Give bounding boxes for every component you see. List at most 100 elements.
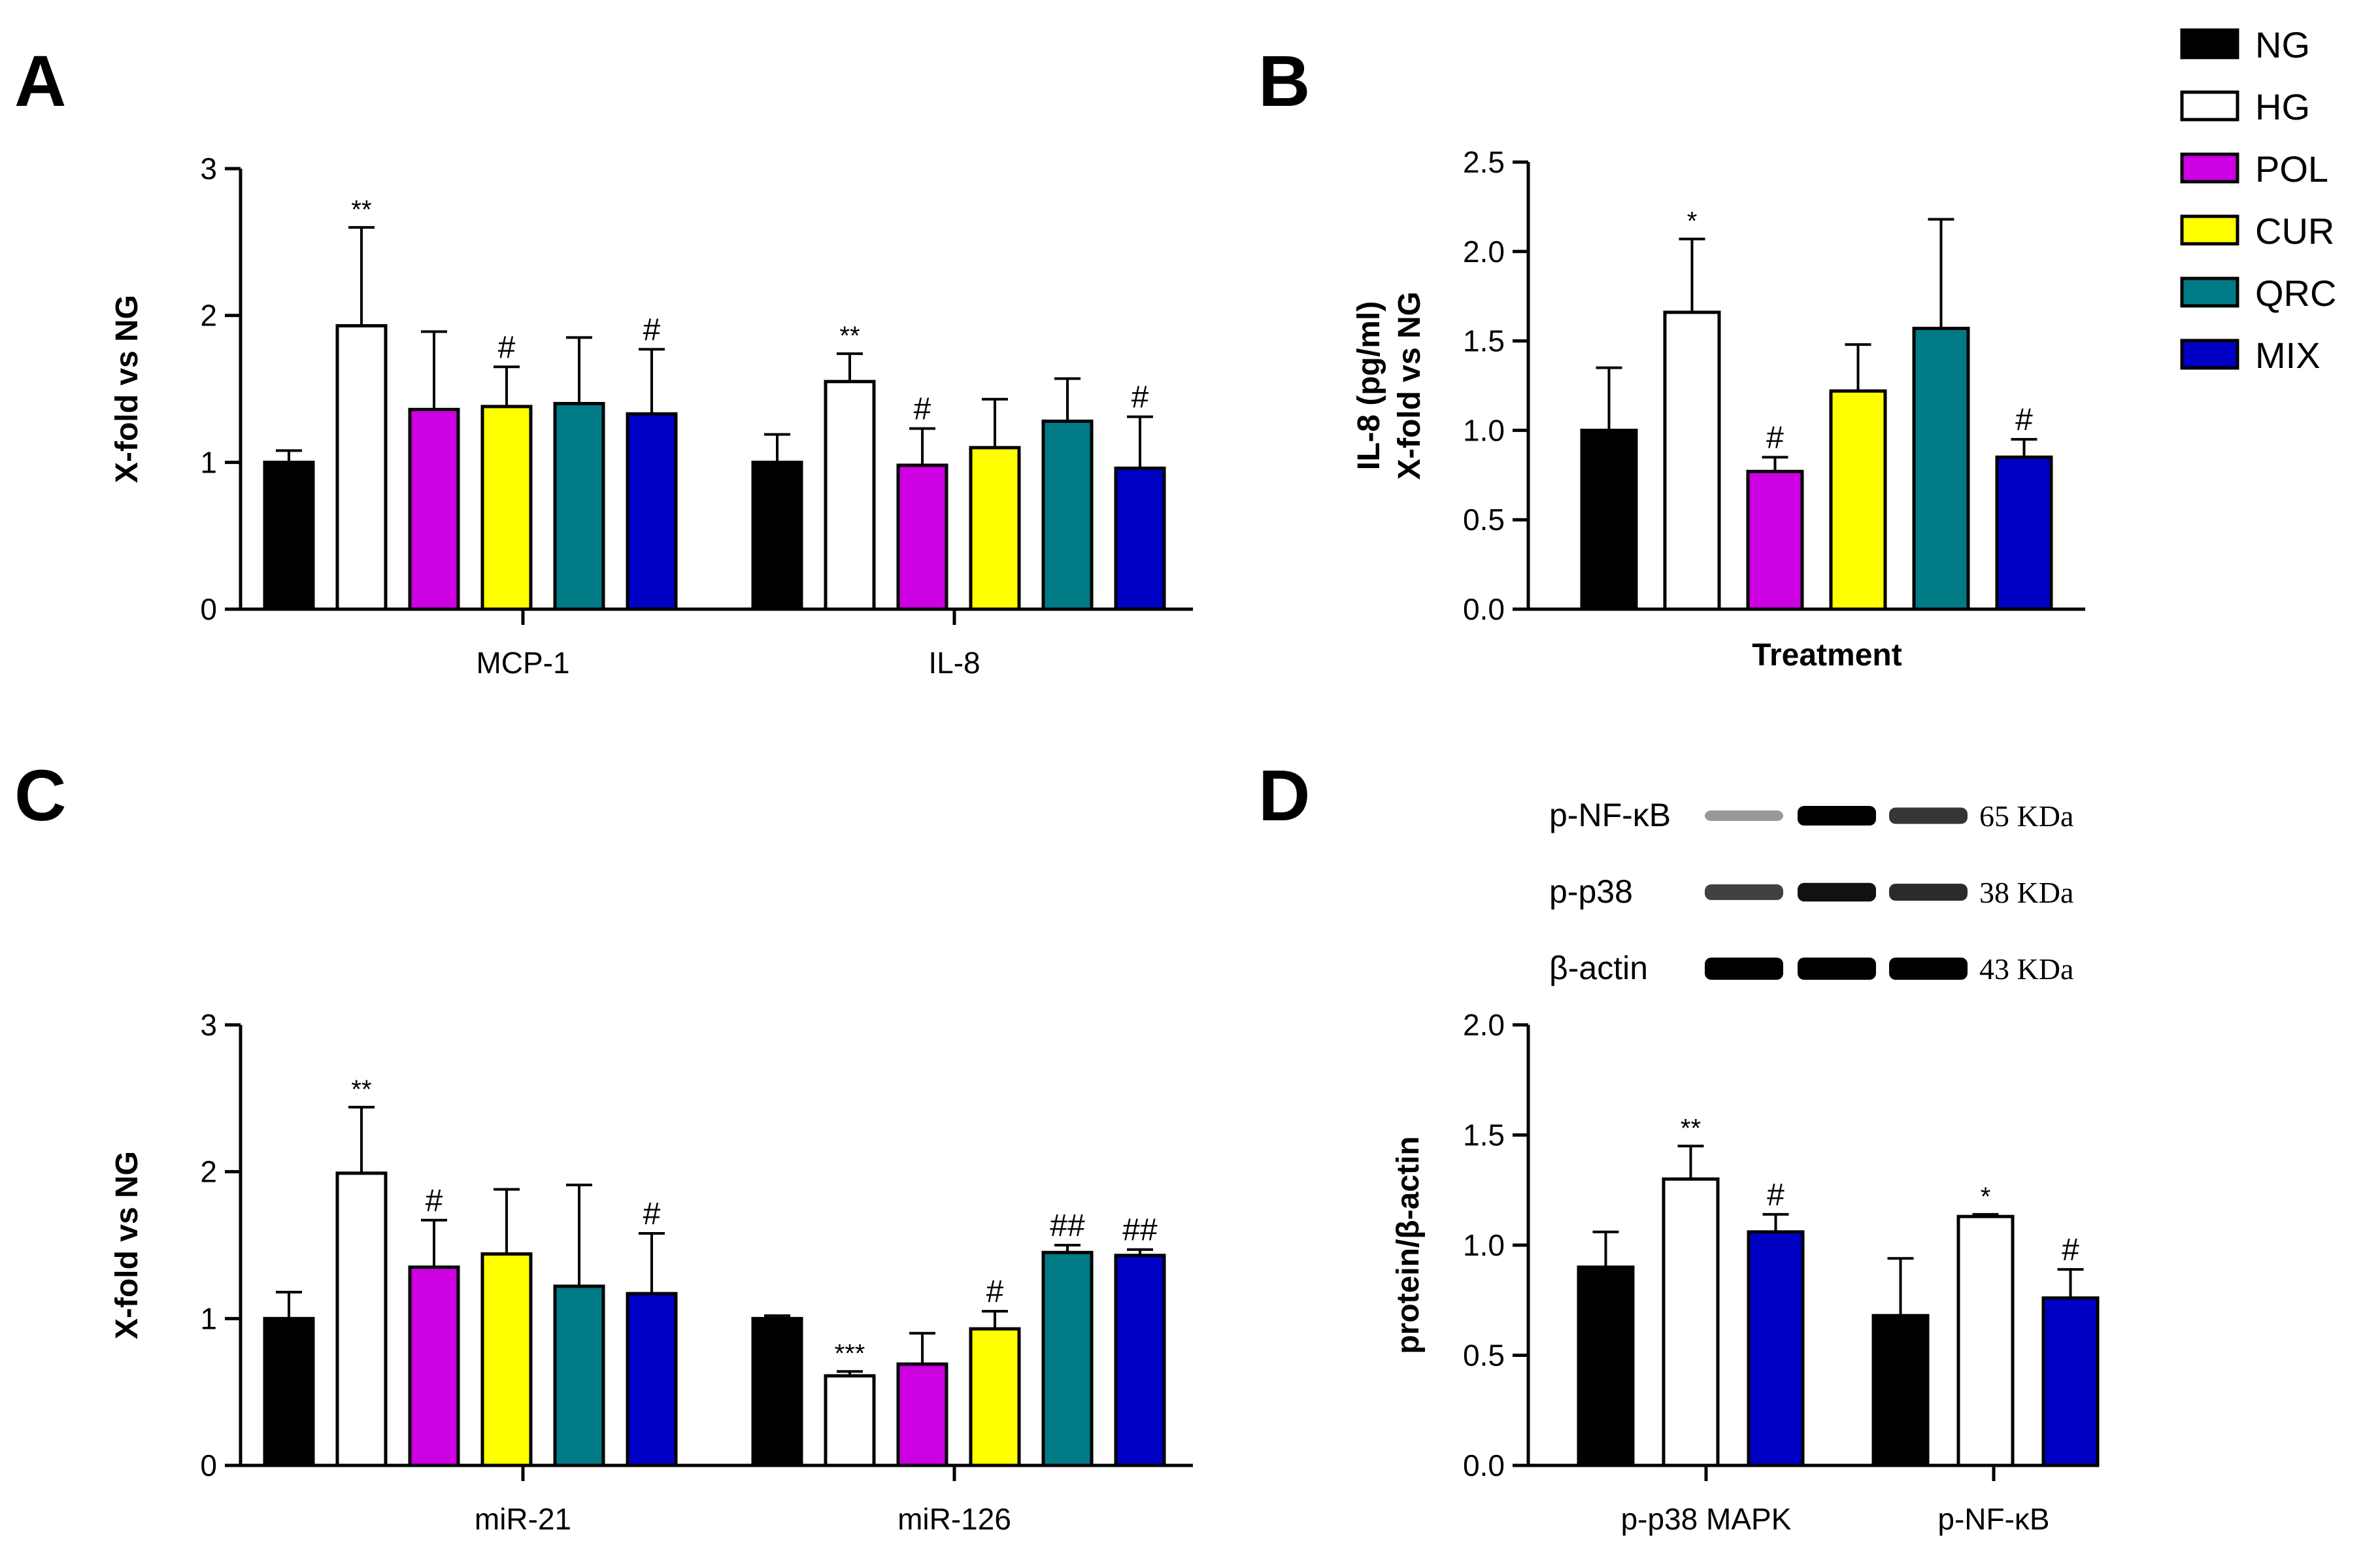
panel-letter-a: A [14,41,66,122]
chart-panel-a: 0 1 2 3 X-fold vs NG MCP-1 IL-8 ** ** # # # # [110,152,1193,680]
blot-label-p-p38: p-p38 [1549,873,1633,910]
pa-ytick-label: 0 [200,592,217,626]
pb-y-axis-title-line-2: X-fold vs NG [1392,292,1427,480]
pc-ng-2-bar [751,1316,803,1467]
blot-band-p-nf-b-lane-1 [1705,810,1783,821]
legend-swatch-mix [2180,339,2239,370]
pb-cur-1-bar [1829,389,1887,611]
pd-category-label-p-p38-mapk: p-p38 MAPK [1621,1502,1792,1536]
pa-category-label-mcp-1: MCP-1 [476,646,569,680]
pc-pol-1-significance: # [426,1184,443,1218]
pb-pol-1-bar [1746,469,1804,611]
pc-mix-2-significance: ## [1122,1213,1158,1248]
pa-hg-2-significance: ** [839,322,860,350]
pb-mix-1-bar [1995,455,2053,611]
pc-pol-2-bar [896,1362,948,1467]
pb-ytick-label: 2.0 [1463,235,1505,269]
pc-category-label-mir-21: miR-21 [475,1502,571,1536]
blot-band-p-nf-b-lane-3 [1889,807,1968,824]
pd-mix-2-significance: # [2062,1233,2079,1267]
pa-qrc-2-bar [1041,419,1094,611]
blot-band-actin-lane-1 [1705,958,1783,980]
pb-hg-1-bar [1663,310,1721,611]
panel-letter-b: B [1258,41,1310,122]
legend: NG HG POL CUR QRC MIX [2180,24,2336,376]
pd-ytick-label: 2.0 [1463,1008,1505,1042]
blot-kda-p-nf-b: 65 KDa [1979,799,2073,833]
pc-mix-1-significance: # [643,1197,661,1231]
pd-ytick-label: 0.0 [1463,1448,1505,1482]
pa-pol-2-bar [896,463,948,611]
pa-pol-2-significance: # [914,392,931,427]
pb-ng-1-bar [1580,428,1638,611]
pd-mix-2-bar [2041,1296,2100,1467]
pd-mix-1-bar [1747,1230,1805,1467]
chart-panel-d: 0.0 0.5 1.0 1.5 2.0 protein/β-actin p-p38 MAPK… [1391,1008,2100,1536]
pd-ytick-label: 1.0 [1463,1228,1505,1262]
blot-label-actin: β-actin [1549,950,1648,986]
pa-ytick-label: 3 [200,152,217,186]
pc-pol-1-bar [408,1265,460,1467]
legend-swatch-cur [2180,214,2239,246]
pa-hg-1-bar [335,324,388,611]
pa-cur-2-bar [969,446,1021,611]
pc-hg-2-bar [824,1374,876,1467]
pa-y-axis-title: X-fold vs NG [110,295,144,483]
pc-mix-2-bar [1114,1254,1166,1467]
pd-category-label-p-nf-b: p-NF-κB [1937,1502,2049,1536]
pb-qrc-1-bar [1912,326,1970,611]
pc-hg-1-significance: ** [351,1075,371,1104]
pc-cur-1-bar [480,1252,533,1467]
blot-band-p-p38-lane-3 [1889,884,1968,901]
pa-mix-2-bar [1114,466,1166,611]
pc-qrc-2-bar [1041,1250,1094,1467]
blot-band-p-p38-lane-1 [1705,884,1783,900]
pd-ytick-label: 1.5 [1463,1118,1505,1152]
pa-ng-2-bar [751,460,803,611]
pa-ytick-label: 2 [200,299,217,333]
blot-label-p-nf-b: p-NF-κB [1549,797,1671,833]
chart-panel-b: 0.0 0.5 1.0 1.5 2.0 2.5 IL-8 (pg/ml) X-fold vs … [1352,145,2085,673]
legend-label-hg: HG [2255,86,2310,127]
pd-hg-1-bar [1662,1177,1720,1467]
pb-ytick-label: 0.0 [1463,592,1505,626]
blot-band-p-p38-lane-2 [1798,882,1876,902]
pd-hg-1-significance: ** [1681,1114,1701,1143]
pa-mix-2-significance: # [1131,380,1149,415]
pa-category-label-il-8: IL-8 [928,646,980,680]
pc-hg-2-significance: *** [835,1339,865,1368]
pa-ytick-label: 1 [200,445,217,479]
pb-mix-1-significance: # [2015,403,2033,437]
pa-mix-1-significance: # [643,312,661,347]
pb-hg-1-significance: * [1687,207,1698,236]
blot-band-actin-lane-2 [1798,958,1876,980]
legend-swatch-pol [2180,152,2239,184]
pb-ytick-label: 1.5 [1463,324,1505,358]
blot-kda-actin: 43 KDa [1979,952,2073,986]
pc-ng-1-bar [263,1316,315,1467]
pa-pol-1-bar [408,407,460,611]
pd-y-axis-title: protein/β-actin [1391,1136,1426,1354]
pc-qrc-2-significance: ## [1050,1209,1085,1243]
pa-hg-1-significance: ** [351,195,371,224]
pb-ytick-label: 2.5 [1463,145,1505,179]
panel-letter-c: C [14,756,66,836]
legend-swatch-hg [2180,90,2239,122]
pd-ytick-label: 0.5 [1463,1339,1505,1373]
pb-ytick-label: 0.5 [1463,503,1505,537]
pb-y-axis-title-line-1: IL-8 (pg/ml) [1352,301,1386,471]
pc-y-axis-title: X-fold vs NG [110,1151,144,1339]
legend-label-mix: MIX [2255,335,2321,376]
pd-ng-2-bar [1871,1314,1930,1467]
pb-ytick-label: 1.0 [1463,413,1505,447]
pc-cur-2-bar [969,1327,1021,1467]
pc-ytick-label: 0 [200,1448,217,1482]
blot-kda-p-p38: 38 KDa [1979,876,2073,909]
pd-hg-2-significance: * [1981,1182,1991,1211]
pc-qrc-1-bar [553,1284,605,1467]
pd-hg-2-bar [1956,1214,2015,1467]
pc-ytick-label: 1 [200,1301,217,1335]
